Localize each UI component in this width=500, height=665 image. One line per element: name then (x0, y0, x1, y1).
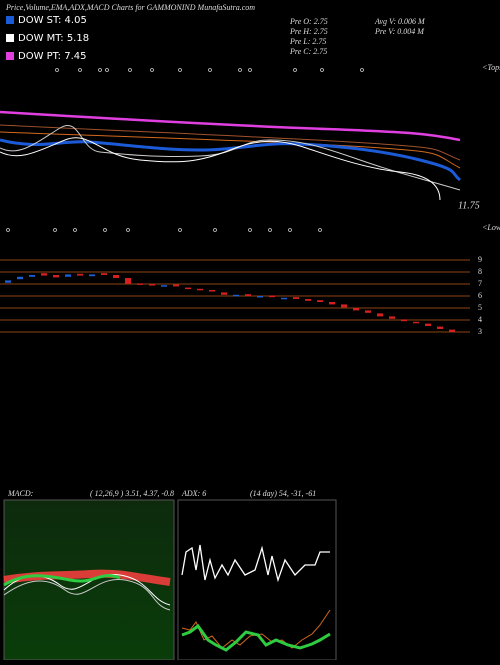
candle (245, 294, 251, 296)
candle (257, 296, 263, 298)
y-tick-label: 9 (478, 255, 482, 264)
ema-lines (0, 110, 461, 201)
tops-label: <Tops (482, 63, 500, 72)
candle (185, 287, 191, 290)
candle (161, 285, 167, 287)
y-tick-label: 6 (478, 291, 482, 300)
y-tick-label: 8 (478, 267, 482, 276)
candle (17, 276, 23, 280)
price-label: 11.75 (458, 200, 480, 211)
candle (269, 295, 275, 298)
candle (329, 302, 335, 305)
lows-label: <Lows (482, 223, 500, 232)
legend-label: DOW ST: 4.05 (18, 15, 87, 26)
legend-swatch (6, 52, 14, 60)
candle (389, 316, 395, 319)
candle (437, 326, 443, 329)
candle (125, 278, 131, 284)
y-tick-label: 3 (478, 327, 482, 336)
chart-title: Price,Volume,EMA,ADX,MACD Charts for GAM… (5, 3, 255, 12)
adx-panel (177, 499, 337, 661)
candle (89, 274, 95, 277)
legend-swatch (6, 16, 14, 24)
stat: Pre V: 0.004 M (374, 27, 425, 36)
candle (29, 275, 35, 277)
candle (413, 321, 419, 324)
y-tick-label: 5 (478, 303, 482, 312)
candle (77, 273, 83, 276)
candle (5, 280, 11, 283)
candle (293, 297, 299, 299)
candle (173, 284, 179, 287)
candle (41, 273, 47, 276)
candle (221, 292, 227, 295)
candle (317, 300, 323, 302)
candle (425, 323, 431, 326)
stat: Pre C: 2.75 (289, 47, 327, 56)
macd-panel (3, 499, 175, 661)
candle (377, 313, 383, 317)
candle (209, 290, 215, 292)
adx-label: ADX: 6 (181, 489, 206, 498)
candle (305, 299, 311, 301)
candle (281, 297, 287, 300)
legend-label: DOW MT: 5.18 (18, 33, 89, 44)
candle (113, 275, 119, 278)
stat: Pre O: 2.75 (289, 17, 328, 26)
legend-label: DOW PT: 7.45 (18, 51, 87, 62)
candle (137, 283, 143, 285)
y-tick-label: 4 (478, 315, 482, 324)
adx-params: (14 day) 54, -31, -61 (250, 489, 316, 498)
candle (149, 284, 155, 286)
stat: Pre L: 2.75 (289, 37, 326, 46)
candle (341, 304, 347, 308)
top-markers (6, 68, 364, 232)
candle (53, 275, 59, 278)
stat: Pre H: 2.75 (289, 27, 328, 36)
candle (365, 310, 371, 313)
candle (401, 319, 407, 322)
macd-label: MACD: (7, 489, 34, 498)
candle (233, 294, 239, 297)
stat: Avg V: 0.006 M (374, 17, 426, 26)
candle (65, 274, 71, 277)
y-tick-label: 7 (478, 279, 482, 288)
candle (197, 288, 203, 291)
candle (101, 273, 107, 275)
candle (353, 308, 359, 311)
macd-params: ( 12,26,9 ) 3.51, 4.37, -0.8 (90, 489, 174, 498)
candle (449, 329, 455, 332)
legend-swatch (6, 34, 14, 42)
